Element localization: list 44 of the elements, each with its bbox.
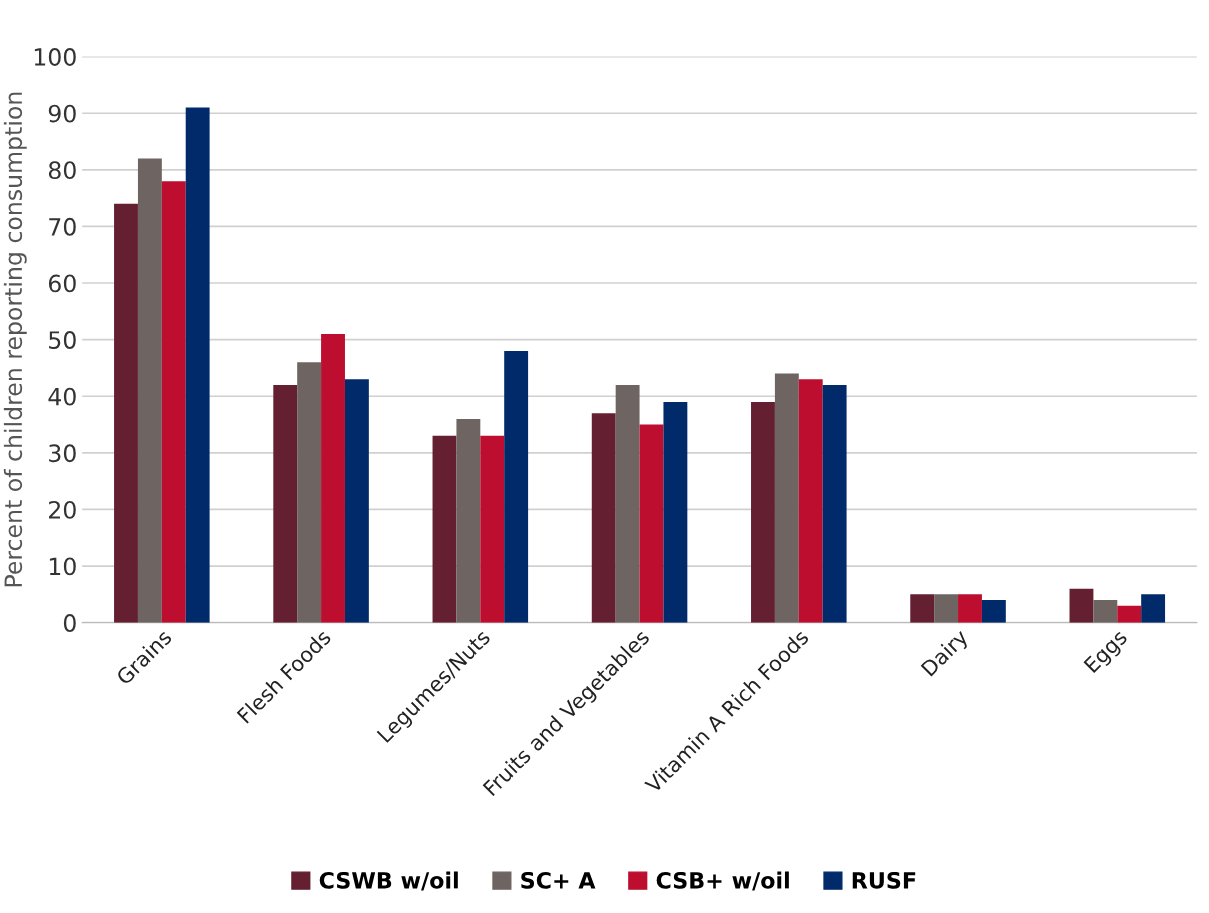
bar bbox=[273, 384, 298, 623]
bar bbox=[663, 401, 688, 623]
bar bbox=[321, 333, 345, 623]
legend-label: CSWB w/oil bbox=[319, 871, 458, 891]
y-tick-label: 50 bbox=[49, 331, 76, 349]
bar bbox=[137, 158, 162, 623]
bar bbox=[297, 362, 322, 623]
y-tick-label: 0 bbox=[63, 614, 76, 632]
bar bbox=[751, 401, 775, 623]
bar bbox=[480, 435, 505, 623]
bar bbox=[185, 107, 210, 623]
legend-label: CSB+ w/oil bbox=[656, 871, 789, 891]
y-tick-label: 20 bbox=[49, 500, 76, 519]
bar bbox=[798, 379, 823, 623]
bar bbox=[504, 350, 529, 623]
bar bbox=[639, 424, 664, 623]
bar bbox=[958, 594, 982, 623]
y-tick-label: 70 bbox=[49, 217, 76, 236]
bar bbox=[456, 418, 481, 623]
bar bbox=[774, 373, 799, 623]
bar bbox=[591, 413, 616, 623]
bar bbox=[615, 384, 640, 623]
bar bbox=[432, 435, 457, 623]
bar bbox=[1141, 594, 1166, 623]
y-tick-label: 90 bbox=[48, 104, 76, 123]
y-tick-label: 60 bbox=[48, 274, 76, 293]
bar bbox=[161, 181, 186, 623]
y-tick-label: 100 bbox=[34, 48, 76, 66]
bar bbox=[114, 203, 138, 623]
bar bbox=[1093, 600, 1118, 623]
bar bbox=[934, 594, 959, 623]
bar bbox=[1069, 588, 1094, 623]
bar bbox=[822, 384, 847, 623]
bar bbox=[1117, 605, 1142, 623]
bar bbox=[981, 600, 1006, 623]
legend-label: SC+ A bbox=[521, 871, 596, 889]
bar bbox=[910, 594, 935, 623]
legend-label: RUSF bbox=[852, 871, 916, 889]
y-tick-label: 10 bbox=[49, 557, 76, 576]
y-tick-label: 80 bbox=[48, 161, 76, 180]
y-tick-label: 30 bbox=[49, 444, 76, 463]
bar bbox=[344, 379, 369, 623]
y-axis-title: Percent of children reporting consumption bbox=[3, 92, 27, 587]
y-tick-label: 40 bbox=[48, 387, 76, 406]
